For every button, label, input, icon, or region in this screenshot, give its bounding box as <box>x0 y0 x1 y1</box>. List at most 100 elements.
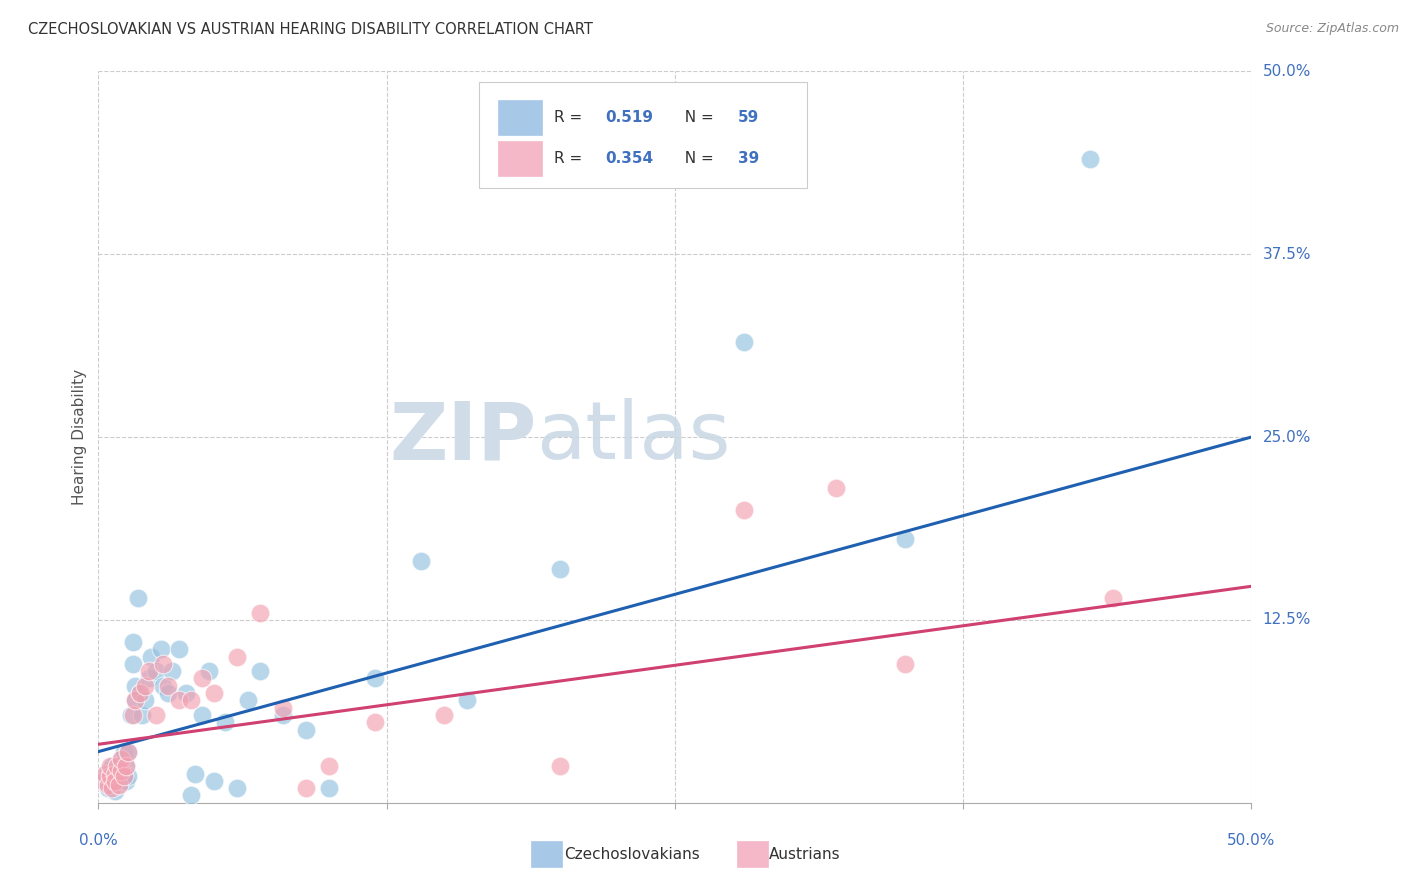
Point <box>174 686 197 700</box>
Point <box>225 781 247 796</box>
Point <box>141 649 163 664</box>
Point <box>97 781 120 796</box>
Point <box>112 769 135 783</box>
Point <box>91 773 114 788</box>
Text: Czechoslovakians: Czechoslovakians <box>564 847 700 862</box>
Point <box>191 672 214 686</box>
Point <box>364 672 387 686</box>
Point <box>103 769 125 783</box>
Point <box>112 766 135 780</box>
Point <box>180 789 202 803</box>
Point <box>411 554 433 568</box>
Point <box>122 708 145 723</box>
Point <box>117 745 139 759</box>
Point <box>129 686 152 700</box>
Point <box>124 679 146 693</box>
Point <box>733 334 755 349</box>
Point <box>101 781 124 796</box>
Point <box>115 759 138 773</box>
Point <box>733 503 755 517</box>
Text: N =: N = <box>675 110 718 125</box>
Point <box>318 759 340 773</box>
Text: 12.5%: 12.5% <box>1263 613 1310 627</box>
Point <box>105 764 128 778</box>
Text: Source: ZipAtlas.com: Source: ZipAtlas.com <box>1265 22 1399 36</box>
Point <box>110 764 132 778</box>
Point <box>120 708 142 723</box>
Point <box>152 657 174 671</box>
Point <box>97 764 120 778</box>
Point <box>191 708 214 723</box>
Point <box>1102 591 1125 605</box>
Text: 59: 59 <box>738 110 759 125</box>
Point <box>238 693 260 707</box>
Point <box>127 591 149 605</box>
Point <box>156 686 179 700</box>
Point <box>103 773 125 788</box>
Point <box>101 773 124 788</box>
Point <box>249 664 271 678</box>
Point <box>433 708 456 723</box>
Point <box>117 745 139 759</box>
Point <box>149 642 172 657</box>
Text: 0.519: 0.519 <box>606 110 654 125</box>
Point <box>94 766 117 780</box>
Point <box>138 672 160 686</box>
Point <box>145 664 167 678</box>
Point <box>105 778 128 792</box>
Point <box>115 773 138 788</box>
Point <box>129 686 152 700</box>
Point <box>97 778 120 792</box>
Point <box>98 766 121 780</box>
Point <box>98 778 121 792</box>
Text: ZIP: ZIP <box>389 398 537 476</box>
Point <box>295 781 318 796</box>
Point <box>225 649 247 664</box>
Text: 39: 39 <box>738 151 759 166</box>
Point <box>145 708 167 723</box>
Point <box>198 664 221 678</box>
Point <box>271 708 294 723</box>
Point <box>548 562 571 576</box>
Point <box>318 781 340 796</box>
Point <box>180 693 202 707</box>
Point <box>364 715 387 730</box>
Bar <box>499 100 543 135</box>
Point <box>122 657 145 671</box>
Point <box>202 686 225 700</box>
FancyBboxPatch shape <box>479 82 807 188</box>
Point <box>131 708 153 723</box>
Point <box>103 766 125 780</box>
Text: CZECHOSLOVAKIAN VS AUSTRIAN HEARING DISABILITY CORRELATION CHART: CZECHOSLOVAKIAN VS AUSTRIAN HEARING DISA… <box>28 22 593 37</box>
Point <box>108 759 131 773</box>
Text: R =: R = <box>554 151 586 166</box>
Text: 50.0%: 50.0% <box>1263 64 1310 78</box>
Point <box>103 784 125 798</box>
Point <box>115 759 138 773</box>
Point <box>156 679 179 693</box>
Point <box>105 759 128 773</box>
Point <box>152 679 174 693</box>
Point <box>214 715 236 730</box>
Point <box>94 769 117 783</box>
Point <box>108 769 131 783</box>
Point <box>825 481 848 495</box>
Text: R =: R = <box>554 110 586 125</box>
Point <box>108 778 131 792</box>
Point <box>124 693 146 707</box>
Point <box>202 773 225 788</box>
Y-axis label: Hearing Disability: Hearing Disability <box>72 369 87 505</box>
Point <box>894 533 917 547</box>
Point <box>110 773 132 788</box>
Text: 37.5%: 37.5% <box>1263 247 1310 261</box>
Point <box>271 700 294 714</box>
Point <box>117 769 139 783</box>
Point <box>167 642 190 657</box>
Point <box>138 664 160 678</box>
Point <box>122 635 145 649</box>
Point <box>98 759 121 773</box>
Point <box>124 693 146 707</box>
Point <box>456 693 478 707</box>
Point <box>184 766 207 780</box>
Point <box>167 693 190 707</box>
